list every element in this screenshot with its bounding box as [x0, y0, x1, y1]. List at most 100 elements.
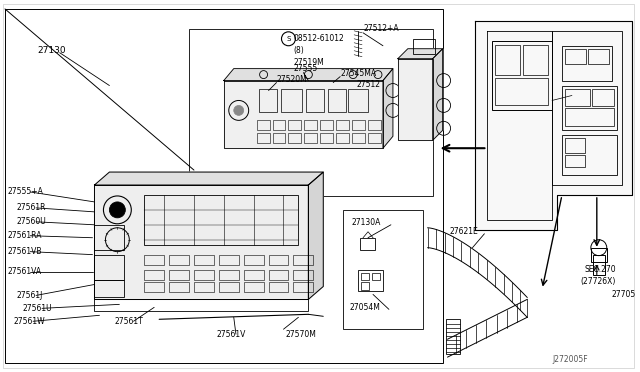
Bar [257, 121, 269, 130]
Text: 27555+A: 27555+A [8, 187, 44, 196]
Bar [593, 254, 605, 275]
Bar [328, 89, 346, 112]
Bar [565, 89, 590, 106]
Bar [169, 282, 189, 292]
Polygon shape [398, 49, 443, 59]
Bar [361, 282, 369, 291]
Text: 08512-61012: 08512-61012 [293, 34, 344, 43]
Bar [348, 89, 368, 112]
Text: 27705: 27705 [612, 290, 636, 299]
Bar [169, 254, 189, 264]
Bar [269, 282, 289, 292]
Bar [307, 89, 324, 112]
Text: 27512: 27512 [356, 80, 380, 89]
Polygon shape [433, 49, 443, 140]
Bar [368, 133, 381, 143]
Text: 27561W: 27561W [14, 317, 45, 326]
Bar [289, 133, 301, 143]
Bar [562, 135, 617, 175]
Bar [305, 133, 317, 143]
Bar [5, 9, 443, 363]
Bar [565, 138, 585, 153]
Bar [588, 49, 609, 64]
Bar [280, 89, 302, 112]
Bar [189, 29, 433, 196]
Bar [273, 133, 285, 143]
Polygon shape [476, 21, 632, 230]
Text: 27560U: 27560U [17, 217, 47, 226]
Polygon shape [95, 172, 323, 185]
Bar [336, 121, 349, 130]
Bar [144, 254, 164, 264]
Bar [372, 273, 380, 280]
Bar [244, 270, 264, 279]
Bar [194, 254, 214, 264]
Bar [495, 45, 520, 75]
Bar [368, 121, 381, 130]
Bar [591, 248, 607, 262]
Text: 27561J: 27561J [17, 291, 44, 300]
Text: 27561VA: 27561VA [8, 267, 42, 276]
Text: 27555: 27555 [293, 64, 317, 73]
Text: J272005F: J272005F [552, 355, 588, 363]
Bar [293, 254, 314, 264]
Polygon shape [95, 185, 308, 299]
Bar [144, 270, 164, 279]
Text: 27545MA: 27545MA [340, 69, 376, 78]
Text: 27561V: 27561V [217, 330, 246, 339]
Text: SEC.270: SEC.270 [585, 265, 616, 274]
Text: 27130A: 27130A [351, 218, 381, 227]
Circle shape [234, 105, 244, 115]
Text: 27512+A: 27512+A [363, 24, 399, 33]
Bar [413, 39, 435, 54]
Text: 27561VB: 27561VB [8, 247, 42, 256]
Polygon shape [383, 68, 393, 148]
Text: 27561R: 27561R [17, 203, 47, 212]
Bar [352, 133, 365, 143]
Text: 27130: 27130 [38, 46, 67, 55]
Bar [565, 108, 614, 126]
Bar [360, 238, 375, 250]
Bar [293, 270, 314, 279]
Bar [169, 270, 189, 279]
Bar [495, 78, 548, 105]
Bar [244, 282, 264, 292]
Text: (27726X): (27726X) [580, 277, 615, 286]
Bar [257, 133, 269, 143]
Bar [194, 270, 214, 279]
Text: 27520M: 27520M [276, 75, 307, 84]
Bar [492, 41, 552, 110]
Bar [320, 121, 333, 130]
Bar [144, 195, 298, 245]
Text: 27621E: 27621E [449, 227, 478, 236]
Bar [95, 299, 308, 311]
Bar [273, 121, 285, 130]
Bar [194, 282, 214, 292]
Circle shape [109, 202, 125, 218]
Text: 27561T: 27561T [115, 317, 143, 326]
Polygon shape [224, 68, 393, 81]
Bar [244, 254, 264, 264]
Bar [361, 273, 369, 280]
Text: 27561U: 27561U [23, 304, 52, 313]
Bar [352, 121, 365, 130]
Polygon shape [224, 81, 383, 148]
Bar [95, 225, 124, 250]
Bar [95, 279, 124, 297]
Bar [259, 89, 276, 112]
Bar [269, 270, 289, 279]
Polygon shape [308, 172, 323, 299]
Bar [562, 46, 612, 81]
Bar [562, 86, 617, 130]
Bar [336, 133, 349, 143]
Bar [144, 282, 164, 292]
Bar [565, 155, 585, 167]
Text: S: S [286, 36, 291, 42]
Text: 27570M: 27570M [285, 330, 316, 339]
Bar [219, 254, 239, 264]
Bar [343, 210, 423, 329]
Bar [358, 270, 383, 291]
Bar [320, 133, 333, 143]
Text: (8): (8) [293, 46, 304, 55]
Bar [219, 270, 239, 279]
